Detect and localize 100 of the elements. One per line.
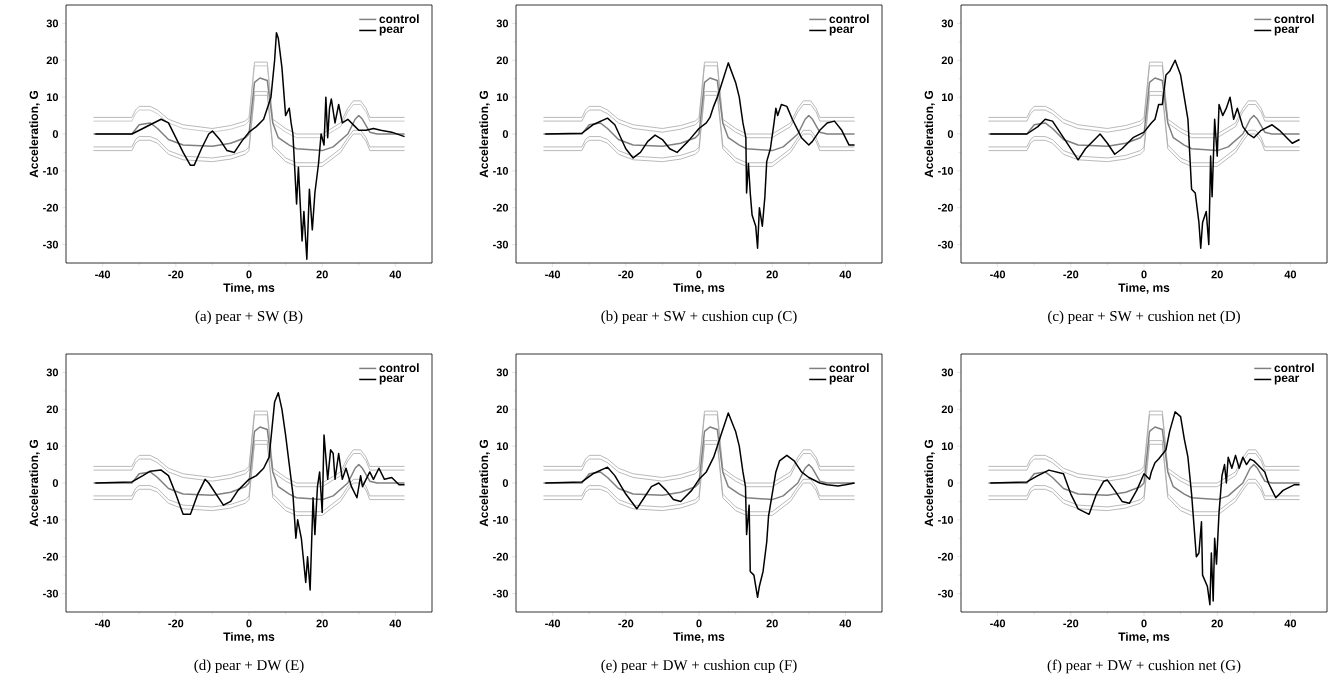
y-tick-label: 30 [496, 19, 509, 28]
legend-label: pear [829, 26, 855, 36]
x-tick-label: 0 [696, 270, 702, 279]
line-series [542, 77, 856, 152]
x-tick-label: 20 [1211, 619, 1223, 628]
y-tick-label: 20 [496, 56, 509, 65]
y-tick-label: 0 [947, 479, 954, 487]
y-tick-label: 30 [496, 368, 509, 377]
x-tick-label: 20 [316, 619, 328, 628]
x-tick-label: 20 [316, 270, 328, 279]
x-tick-label: 0 [696, 619, 702, 628]
text: (e) pear + DW + cushion cup (F) [601, 659, 797, 674]
x-tick-label: 40 [389, 619, 402, 628]
y-tick-label: 0 [502, 479, 509, 487]
legend-label: control [379, 363, 419, 373]
y-tick-label: 0 [947, 130, 954, 138]
y-tick-label: -30 [938, 589, 954, 598]
line-series [92, 77, 406, 152]
x-axis-title: Time, ms [1118, 283, 1170, 294]
legend-label: pear [1274, 26, 1300, 36]
x-tick-label: -20 [168, 619, 184, 628]
y-tick-label: -30 [938, 240, 954, 249]
y-tick-label: 10 [46, 93, 59, 102]
legend-label: control [1274, 14, 1314, 24]
y-axis-title: Acceleration, G [924, 439, 935, 527]
y-tick-label: 0 [52, 479, 59, 487]
text: (d) pear + DW (E) [194, 659, 304, 674]
x-axis-title: Time, ms [1118, 632, 1170, 643]
legend-label: pear [379, 375, 405, 385]
x-tick-label: 0 [1141, 619, 1147, 628]
y-tick-label: 10 [496, 93, 509, 102]
x-tick-label: 40 [1284, 619, 1297, 628]
x-axis-title: Time, ms [673, 632, 725, 643]
y-tick-label: 30 [941, 19, 954, 28]
y-tick-label: -20 [938, 552, 954, 561]
x-tick-label: 20 [766, 619, 778, 628]
x-tick-label: -40 [545, 270, 561, 279]
y-tick-label: 20 [46, 405, 59, 414]
y-tick-label: 30 [941, 368, 954, 377]
y-tick-label: -20 [43, 203, 59, 212]
text: (b) pear + SW + cushion cup (C) [601, 310, 797, 325]
y-tick-label: -20 [938, 203, 954, 212]
x-axis-title: Time, ms [223, 632, 275, 643]
x-tick-label: -40 [95, 270, 111, 279]
x-axis-title: Time, ms [673, 283, 725, 294]
y-tick-label: 20 [941, 56, 954, 65]
x-tick-label: 40 [839, 270, 852, 279]
x-tick-label: -20 [1063, 270, 1079, 279]
y-axis-title: Acceleration, G [29, 439, 40, 527]
x-axis-title: Time, ms [223, 283, 275, 294]
y-tick-label: 10 [496, 442, 509, 451]
y-tick-label: 10 [941, 442, 954, 451]
text: (c) pear + SW + cushion net (D) [1048, 310, 1240, 325]
y-axis-title: Acceleration, G [479, 90, 490, 178]
y-tick-label: -10 [938, 166, 954, 175]
y-axis-title: Acceleration, G [924, 90, 935, 178]
y-tick-label: 20 [496, 405, 509, 414]
x-tick-label: 0 [246, 270, 252, 279]
legend-label: control [829, 14, 869, 24]
y-tick-label: -10 [938, 516, 954, 524]
y-tick-label: -20 [43, 552, 59, 561]
x-tick-label: 0 [1141, 270, 1147, 279]
y-axis-title: Acceleration, G [479, 439, 490, 527]
y-tick-label: 0 [502, 130, 509, 138]
y-tick-label: -20 [493, 203, 509, 212]
y-tick-label: 0 [52, 130, 59, 138]
x-tick-label: -40 [95, 619, 111, 628]
y-tick-label: 10 [941, 93, 954, 102]
y-tick-label: 30 [46, 368, 59, 377]
x-tick-label: 40 [839, 619, 852, 628]
y-axis-title: Acceleration, G [29, 90, 40, 178]
line-series [542, 426, 856, 501]
x-tick-label: 0 [246, 619, 252, 628]
y-tick-label: -30 [493, 240, 509, 249]
x-tick-label: 20 [766, 270, 778, 279]
x-tick-label: -40 [545, 619, 561, 628]
x-tick-label: -20 [1063, 619, 1079, 628]
line-series [92, 426, 406, 501]
y-tick-label: -30 [493, 589, 509, 598]
y-tick-label: -20 [493, 552, 509, 561]
y-tick-label: -10 [43, 516, 59, 524]
x-tick-label: -20 [168, 270, 184, 279]
y-tick-label: 20 [941, 405, 954, 414]
x-tick-label: -40 [990, 270, 1006, 279]
y-tick-label: -10 [493, 166, 509, 175]
y-tick-label: -10 [493, 516, 509, 524]
legend-label: pear [1274, 375, 1300, 385]
x-tick-label: -20 [618, 270, 634, 279]
x-tick-label: 20 [1211, 270, 1223, 279]
y-tick-label: 30 [46, 19, 59, 28]
legend-label: control [1274, 363, 1314, 373]
text: (f) pear + DW + cushion net (G) [1047, 659, 1241, 674]
line-series [544, 62, 856, 250]
legend-label: control [379, 14, 419, 24]
x-tick-label: -40 [990, 619, 1006, 628]
x-tick-label: 40 [389, 270, 402, 279]
x-tick-label: 40 [1284, 270, 1297, 279]
line-series [987, 77, 1301, 152]
y-tick-label: -30 [43, 589, 59, 598]
y-tick-label: -10 [43, 166, 59, 175]
